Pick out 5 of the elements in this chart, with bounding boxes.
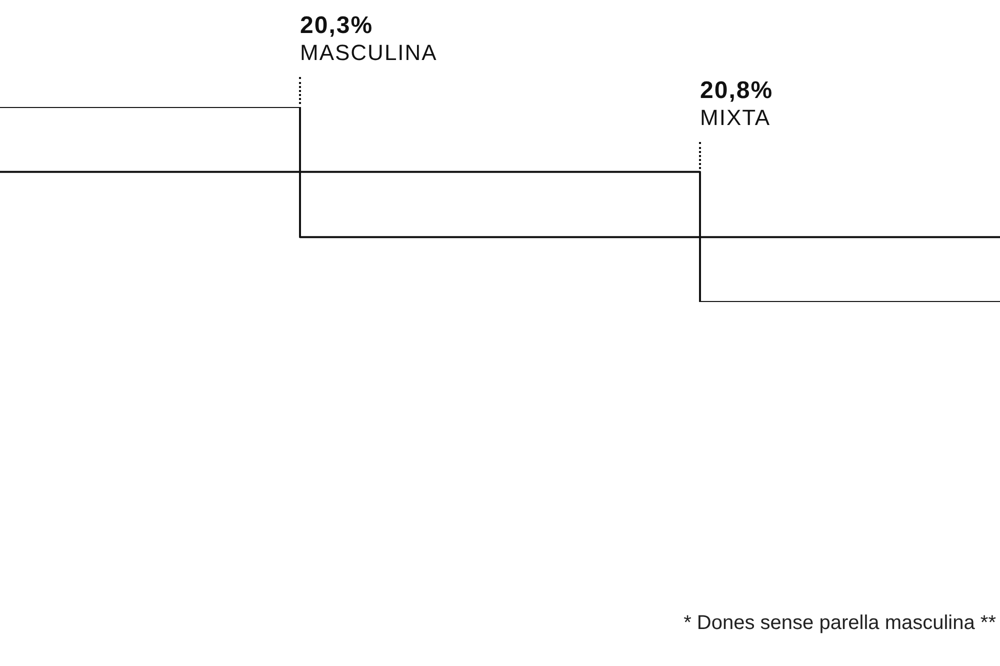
text: 20,8% (700, 76, 774, 105)
annotation: MIXTA (700, 104, 771, 131)
text: MASCULINA (300, 40, 438, 66)
text: 20,3% (300, 12, 374, 40)
text: * Dones sense parella masculina ** (684, 611, 996, 635)
